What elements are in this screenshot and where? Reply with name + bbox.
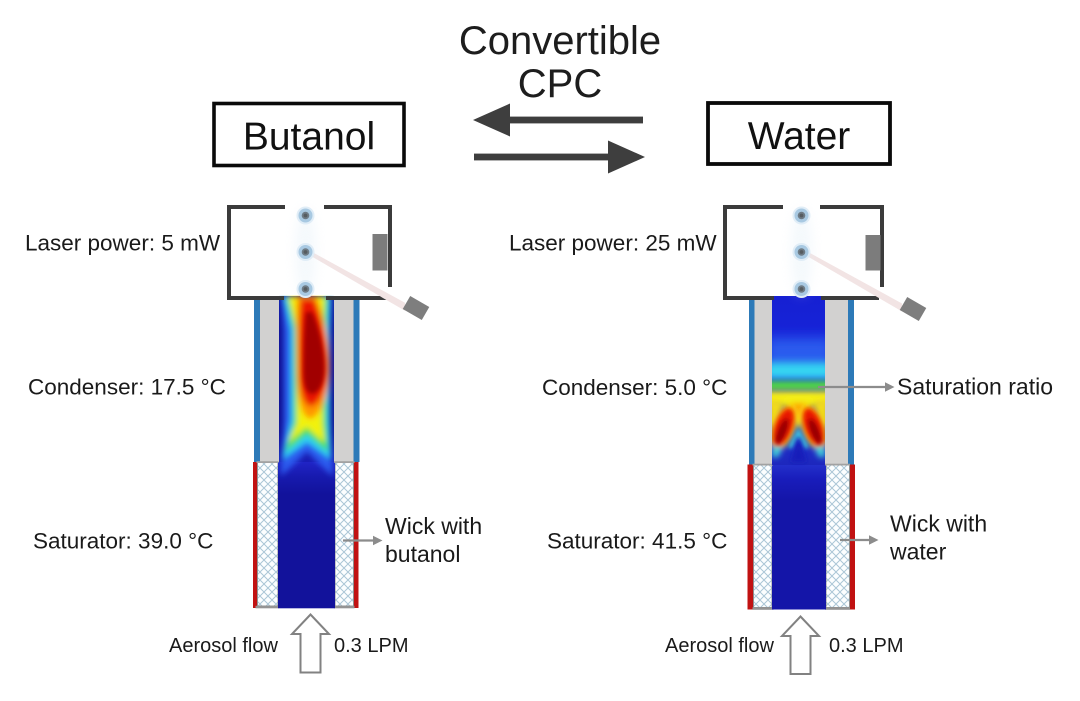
svg-text:Saturation ratio: Saturation ratio	[897, 374, 1053, 400]
svg-text:Condenser: 17.5 °C: Condenser: 17.5 °C	[28, 375, 226, 400]
svg-text:Water: Water	[748, 115, 851, 158]
svg-text:water: water	[889, 539, 947, 565]
svg-text:butanol: butanol	[385, 541, 460, 567]
svg-text:0.3 LPM: 0.3 LPM	[334, 635, 408, 657]
svg-text:Convertible: Convertible	[459, 19, 661, 63]
svg-text:Laser power: 5 mW: Laser power: 5 mW	[25, 231, 221, 256]
svg-text:Condenser: 5.0 °C: Condenser: 5.0 °C	[542, 375, 727, 400]
svg-text:Wick with: Wick with	[890, 511, 987, 537]
svg-text:Saturator: 41.5 °C: Saturator: 41.5 °C	[547, 529, 727, 554]
svg-text:CPC: CPC	[518, 62, 602, 106]
svg-text:Wick with: Wick with	[385, 513, 482, 539]
svg-text:Aerosol flow: Aerosol flow	[169, 635, 278, 657]
svg-text:Laser power: 25 mW: Laser power: 25 mW	[509, 231, 717, 256]
svg-text:Saturator: 39.0 °C: Saturator: 39.0 °C	[33, 529, 213, 554]
svg-text:0.3 LPM: 0.3 LPM	[829, 635, 903, 657]
svg-text:Butanol: Butanol	[243, 116, 375, 159]
svg-text:Aerosol flow: Aerosol flow	[665, 635, 774, 657]
